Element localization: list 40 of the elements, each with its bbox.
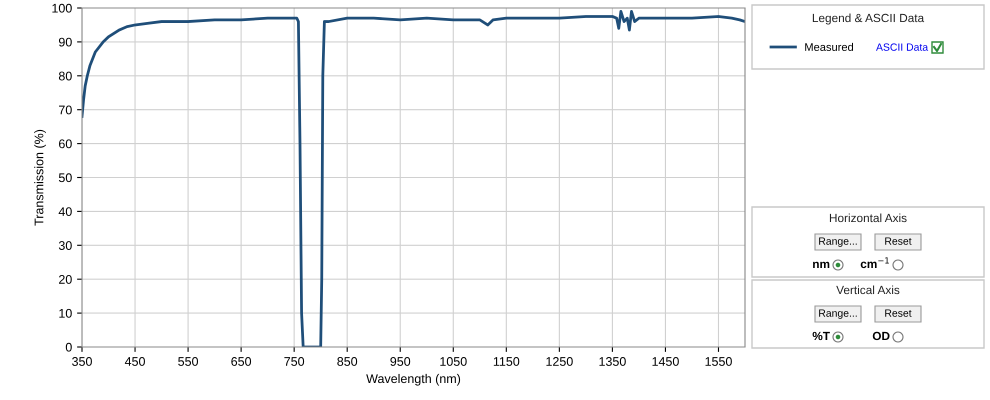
y-tick-label: 100 — [52, 4, 72, 13]
text: Horizontal Axis — [830, 213, 907, 222]
line-series — [82, 10, 745, 347]
x-tick-label: 550 — [178, 357, 198, 366]
text: cm$^{−1}$ — [860, 257, 889, 268]
x-tick-label: 1350 — [599, 357, 626, 366]
x-tick-label: 750 — [284, 357, 304, 366]
text: Reset — [885, 238, 912, 245]
x-tick-label: 350 — [72, 357, 92, 366]
x-tick-label: 450 — [124, 357, 145, 366]
text: Range... — [819, 238, 857, 247]
text: Range... — [819, 310, 857, 319]
text: Vertical Axis — [836, 285, 900, 294]
text: Legend & ASCII Data — [812, 14, 924, 24]
x-tick-label: 1050 — [440, 357, 467, 366]
x-tick-label: 1150 — [494, 357, 520, 366]
y-tick-label: 30 — [58, 241, 72, 250]
x-tick-label: 950 — [390, 357, 410, 366]
text: %T — [812, 332, 830, 340]
legend-label: Measured — [805, 42, 854, 51]
y-tick-label: 70 — [59, 106, 72, 114]
y-axis-title: Transmission (%) — [34, 130, 46, 226]
y-tick-label: 10 — [59, 308, 72, 318]
x-tick-label: 1450 — [652, 357, 679, 366]
x-tick-label: 1250 — [546, 357, 573, 366]
y-tick-label: 40 — [58, 207, 72, 216]
text: Reset — [885, 310, 912, 317]
y-tick-label: 60 — [59, 139, 72, 148]
text: nm — [813, 262, 830, 268]
text: OD — [872, 332, 890, 340]
y-tick-label: 20 — [59, 275, 72, 284]
x-tick-label: 650 — [231, 357, 252, 366]
x-tick-label: 1550 — [706, 357, 732, 366]
y-tick-label: 0 — [66, 342, 72, 352]
y-tick-label: 80 — [58, 72, 72, 80]
y-tick-label: 90 — [58, 38, 72, 47]
text: ASCII Data — [876, 43, 928, 51]
x-axis-title: Wavelength (nm) — [366, 374, 460, 386]
x-tick-label: 850 — [337, 357, 358, 366]
y-tick-label: 50 — [58, 173, 72, 182]
